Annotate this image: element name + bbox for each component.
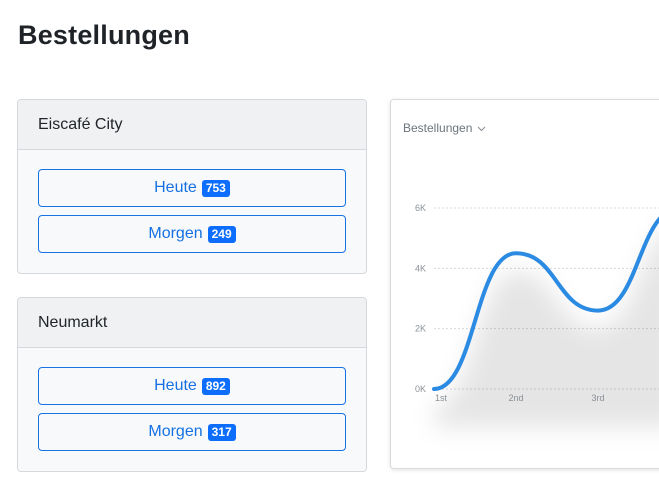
card-body: Heute 892 Morgen 317 (18, 348, 366, 451)
chart-series-dropdown[interactable]: Bestellungen (403, 121, 486, 135)
button-label: Morgen (148, 423, 203, 440)
button-label: Morgen (148, 225, 203, 242)
today-orders-button[interactable]: Heute 892 (38, 367, 346, 405)
y-tick-label: 6K (415, 203, 426, 213)
x-tick-label: 1st (435, 393, 448, 403)
chevron-down-icon (477, 121, 486, 135)
card-body: Heute 753 Morgen 249 (18, 150, 366, 253)
button-label: Heute (154, 179, 197, 196)
button-label: Heute (154, 377, 197, 394)
store-name: Neumarkt (18, 298, 366, 348)
series-line (432, 216, 659, 391)
dropdown-label: Bestellungen (403, 121, 473, 135)
x-tick-label: 2nd (508, 393, 523, 403)
y-tick-label: 2K (415, 324, 426, 334)
page-title: Bestellungen (18, 20, 190, 50)
tomorrow-orders-button[interactable]: Morgen 249 (38, 215, 346, 253)
x-tick-label: 3rd (591, 393, 604, 403)
store-card-neumarkt: Neumarkt Heute 892 Morgen 317 (17, 297, 367, 472)
count-badge: 892 (201, 377, 230, 395)
tomorrow-orders-button[interactable]: Morgen 317 (38, 413, 346, 451)
today-orders-button[interactable]: Heute 753 (38, 169, 346, 207)
store-name: Eiscafé City (18, 100, 366, 150)
y-tick-label: 0K (415, 384, 426, 394)
y-tick-label: 4K (415, 263, 426, 273)
store-card-eiscafe-city: Eiscafé City Heute 753 Morgen 249 (17, 99, 367, 274)
chart-card: 0K2K4K6K1st2nd3rd4th Bestellungen (390, 99, 659, 469)
line-chart: 0K2K4K6K1st2nd3rd4th (415, 203, 659, 427)
count-badge: 753 (201, 179, 230, 197)
count-badge: 249 (207, 225, 236, 243)
line-shadow (434, 237, 659, 427)
count-badge: 317 (207, 423, 236, 441)
